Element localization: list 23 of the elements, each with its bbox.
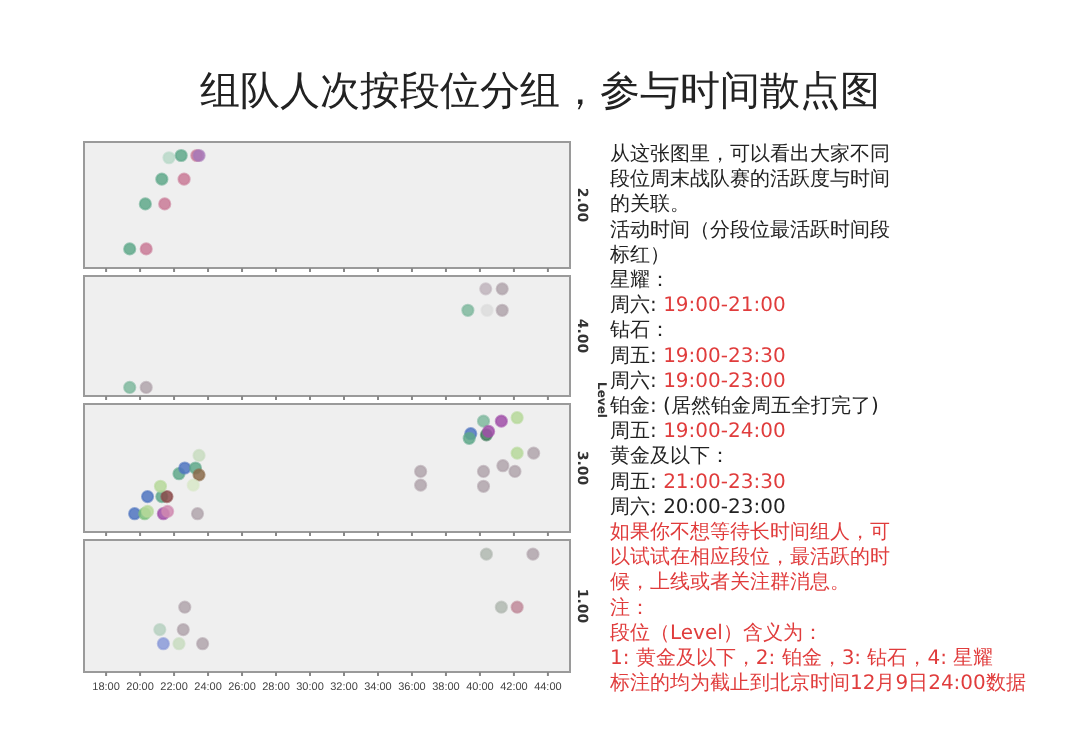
text: 以试试在相应段位，最活跃的时	[610, 545, 890, 570]
text: 标红）	[608, 242, 670, 267]
text: 段位（Level）含义为：	[610, 620, 823, 645]
text: 周六: 19:00-21:00	[610, 293, 786, 318]
text: 钻石：	[608, 320, 670, 343]
text: 周六: 19:00-23:00	[610, 368, 786, 393]
text: 周六: 20:00-23:00	[610, 494, 786, 519]
text: 段位周末战队赛的活跃度与时间	[610, 167, 890, 192]
text: 从这张图里，可以看出大家不同	[610, 142, 890, 166]
text: 周五: 21:00-23:30	[610, 471, 786, 494]
text: 组队人次按段位分组，参与时间散点图	[200, 66, 880, 114]
text: 活动时间（分段位最活跃时间段	[610, 217, 890, 242]
text: 标注的均为截止到北京时间12月9日24:00数据	[608, 671, 1026, 696]
text: 注：	[610, 595, 650, 620]
text: 周五: 19:00-24:00	[610, 421, 786, 444]
text: 黄金及以下：	[610, 444, 730, 469]
text: 星耀：	[610, 268, 670, 292]
text: 1: 黄金及以下，2: 铂金，3: 钻石，4: 星耀	[610, 646, 994, 670]
text: 如果你不想等待长时间组人，可	[610, 520, 890, 544]
text: 候，上线或者关注群消息。	[610, 570, 850, 595]
text: 周五: 19:00-23:30	[610, 345, 786, 368]
text: 的关联。	[610, 192, 690, 217]
text: 铂金: (居然铂金周五全打完了)	[608, 394, 879, 418]
